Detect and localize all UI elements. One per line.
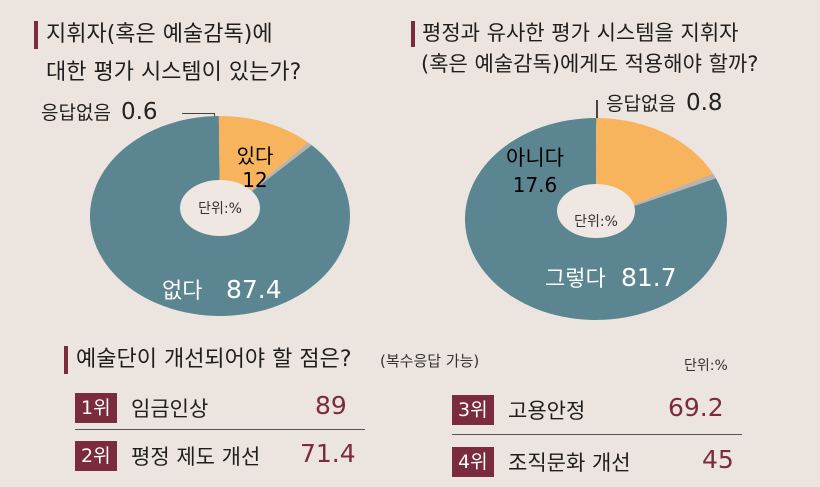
right-noanswer-label: 응답없음: [606, 93, 676, 115]
rank-label: 조직문화 개선: [508, 451, 631, 475]
left-pie-chart: 단위:% 있다 12 없다 87.4: [90, 115, 352, 317]
left-noanswer-label: 응답없음: [41, 102, 111, 124]
right-pie-chart: 단위:% 아니다 17.6 그렇다 81.7: [465, 118, 729, 322]
bottom-section-title: 예술단이 개선되어야 할 점은?: [76, 347, 352, 372]
right-unit-label: 단위:%: [574, 214, 618, 230]
right-noanswer-leader-line: [596, 100, 598, 124]
left-noanswer-value: 0.6: [120, 99, 158, 125]
rank-badge: 1위: [75, 393, 117, 423]
right-yes-value: 81.7: [621, 263, 677, 292]
right-chart-title-line2: (혹은 예술감독)에게도 적용해야 할까?: [421, 52, 759, 76]
left-no-label: 없다: [162, 279, 202, 304]
rank-badge: 3위: [452, 395, 494, 425]
rank-divider: [452, 434, 742, 435]
right-no-label: 아니다: [506, 146, 564, 170]
rank-divider: [75, 429, 365, 430]
rank-value: 89: [315, 391, 347, 420]
left-yes-label: 있다: [237, 144, 274, 168]
rank-item-3: 3위 고용안정 69.2: [452, 393, 742, 429]
rank-badge: 4위: [452, 447, 494, 477]
rank-item-1: 1위 임금인상 89: [75, 391, 365, 427]
rank-item-2: 2위 평정 제도 개선 71.4: [75, 439, 365, 475]
rank-label: 고용안정: [508, 399, 586, 423]
left-title-accent-bar: [34, 21, 38, 49]
right-chart-title-line1: 평정과 유사한 평가 시스템을 지휘자: [422, 21, 739, 45]
rank-label: 임금인상: [131, 397, 209, 421]
right-no-value: 17.6: [513, 173, 558, 197]
left-chart-title-line1: 지휘자(혹은 예술감독)에: [46, 22, 273, 47]
right-noanswer-callout: 응답없음 0.8: [606, 89, 723, 116]
left-no-value: 87.4: [226, 275, 282, 304]
left-chart-title-line2: 대한 평가 시스템이 있는가?: [46, 60, 302, 85]
left-noanswer-callout: 응답없음 0.6: [41, 98, 158, 125]
bottom-title-accent-bar: [64, 346, 68, 374]
rank-item-4: 4위 조직문화 개선 45: [452, 445, 742, 481]
rank-value: 45: [702, 445, 734, 474]
right-yes-label: 그렇다: [545, 267, 606, 292]
right-noanswer-value: 0.8: [685, 90, 723, 116]
rank-badge: 2위: [75, 441, 117, 471]
rank-value: 69.2: [668, 393, 724, 422]
rank-label: 평정 제도 개선: [131, 445, 261, 469]
rank-value: 71.4: [300, 439, 356, 468]
left-unit-label: 단위:%: [198, 201, 242, 217]
right-title-accent-bar: [411, 21, 415, 47]
bottom-unit-label: 단위:%: [684, 358, 728, 374]
pie-center-hole: [557, 184, 635, 238]
left-yes-value: 12: [242, 168, 267, 192]
pie-center-hole: [180, 180, 260, 236]
bottom-section-subtitle: (복수응답 가능): [380, 352, 480, 370]
